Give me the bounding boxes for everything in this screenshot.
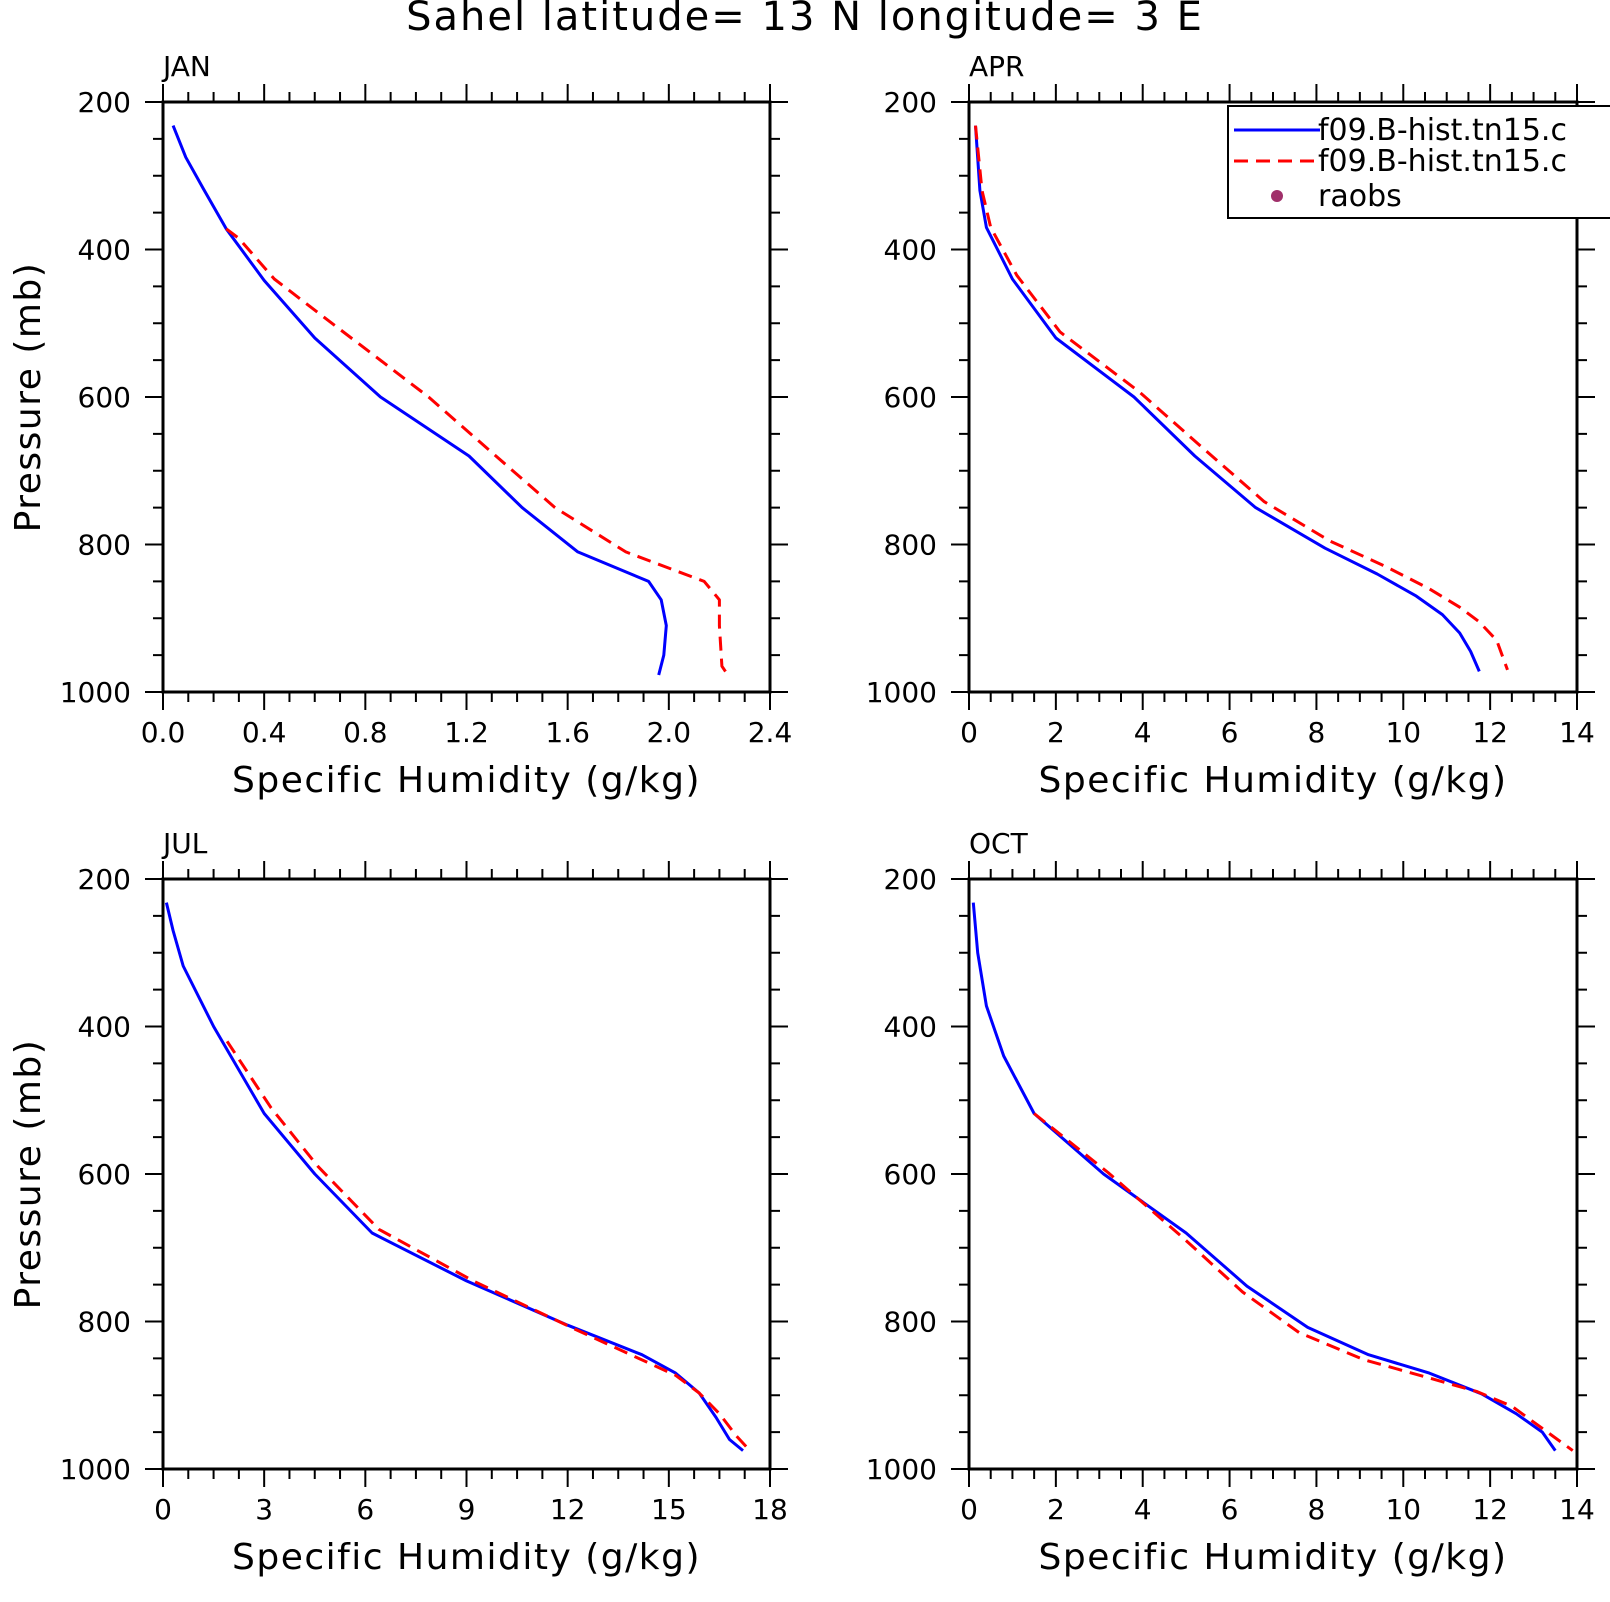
y-axis-label: Pressure (mb): [8, 262, 49, 533]
x-tick-label: 0.8: [343, 716, 388, 749]
y-tick-label: 200: [78, 863, 131, 896]
y-tick-label: 600: [884, 381, 937, 414]
x-tick-label: 8: [1308, 1493, 1326, 1526]
panel-label: JAN: [161, 50, 211, 83]
panel-label: OCT: [969, 827, 1029, 860]
y-tick-label: 800: [884, 529, 937, 562]
y-tick-label: 1000: [866, 676, 937, 709]
series-line-dashed: [225, 1040, 751, 1452]
x-tick-label: 0.0: [141, 716, 186, 749]
x-tick-label: 9: [458, 1493, 476, 1526]
x-tick-label: 0: [154, 1493, 172, 1526]
plot-frame: [161, 877, 772, 1471]
x-tick-label: 10: [1385, 716, 1421, 749]
x-tick-label: 4: [1134, 716, 1152, 749]
legend-label: f09.B-hist.tn15.c: [1318, 144, 1567, 179]
x-tick-label: 12: [1472, 716, 1508, 749]
y-tick-label: 200: [78, 86, 131, 119]
y-tick-label: 1000: [866, 1453, 937, 1486]
x-tick-label: 6: [1221, 716, 1239, 749]
series-line-dashed: [225, 227, 731, 679]
x-tick-label: 0.4: [242, 716, 287, 749]
figure-title: Sahel latitude= 13 N longitude= 3 E: [406, 0, 1204, 40]
series-line-solid: [971, 902, 1557, 1452]
y-tick-label: 400: [78, 1011, 131, 1044]
x-axis-label: Specific Humidity (g/kg): [1038, 760, 1507, 801]
panel-jan: JAN 0.0 0.4 0.8 1.2 1.6 2.0 2.4 200 400 600 800 1000…: [8, 50, 792, 801]
x-tick-label: 2: [1047, 716, 1065, 749]
y-tick-label: 600: [884, 1158, 937, 1191]
plot-frame: [161, 100, 772, 694]
y-tick-label: 1000: [60, 676, 131, 709]
x-axis-label: Specific Humidity (g/kg): [232, 1537, 701, 1578]
x-tick-label: 2: [1047, 1493, 1065, 1526]
x-tick-label: 12: [550, 1493, 586, 1526]
legend-marker-dot: [1271, 190, 1283, 202]
y-tick-label: 600: [78, 1158, 131, 1191]
x-tick-label: 1.6: [545, 716, 590, 749]
x-tick-label: 4: [1134, 1493, 1152, 1526]
y-tick-label: 800: [884, 1306, 937, 1339]
x-tick-label: 12: [1472, 1493, 1508, 1526]
x-tick-label: 14: [1559, 1493, 1595, 1526]
legend-label: raobs: [1318, 179, 1402, 214]
panel-label: JUL: [161, 827, 208, 860]
y-tick-label: 400: [884, 1011, 937, 1044]
x-tick-label: 2.4: [748, 716, 793, 749]
panel-oct: OCT 0 2 4 6 8 10 12 14 200 400 600 800 1000 Specific H…: [866, 827, 1595, 1578]
panel-jul: JUL 0 3 6 9 12 15 18 200 400 600 800 1000 Specific Hu…: [8, 827, 788, 1578]
x-tick-label: 14: [1559, 716, 1595, 749]
y-axis-label: Pressure (mb): [8, 1039, 49, 1310]
y-tick-label: 600: [78, 381, 131, 414]
x-tick-label: 8: [1308, 716, 1326, 749]
series-group: [164, 902, 751, 1452]
x-tick-label: 0: [960, 1493, 978, 1526]
x-tick-label: 2.0: [647, 716, 692, 749]
x-tick-label: 18: [752, 1493, 788, 1526]
panel-apr: APR 0 2 4 6 8 10 12 14 200 400 600 800 1000 Specific H…: [866, 50, 1595, 801]
x-tick-label: 6: [356, 1493, 374, 1526]
x-tick-label: 15: [651, 1493, 687, 1526]
y-tick-label: 800: [78, 529, 131, 562]
x-axis-label: Specific Humidity (g/kg): [1038, 1537, 1507, 1578]
series-line-dashed: [1033, 1112, 1574, 1452]
y-tick-label: 200: [884, 86, 937, 119]
x-axis-label: Specific Humidity (g/kg): [232, 760, 701, 801]
y-tick-label: 400: [884, 234, 937, 267]
y-tick-label: 200: [884, 863, 937, 896]
panel-label: APR: [969, 50, 1025, 83]
y-tick-label: 400: [78, 234, 131, 267]
series-line-solid: [164, 902, 744, 1452]
legend-label: f09.B-hist.tn15.c: [1318, 113, 1567, 148]
series-line-dashed: [974, 125, 1509, 671]
series-group: [971, 902, 1574, 1452]
x-tick-label: 10: [1385, 1493, 1421, 1526]
x-tick-label: 3: [255, 1493, 273, 1526]
x-tick-label: 6: [1221, 1493, 1239, 1526]
series-line-solid: [974, 125, 1481, 672]
x-tick-label: 0: [960, 716, 978, 749]
series-line-solid: [171, 125, 668, 676]
series-group: [974, 125, 1509, 672]
x-tick-label: 1.2: [444, 716, 489, 749]
series-group: [171, 125, 731, 679]
y-tick-label: 1000: [60, 1453, 131, 1486]
plot-frame: [967, 877, 1579, 1471]
y-tick-label: 800: [78, 1306, 131, 1339]
